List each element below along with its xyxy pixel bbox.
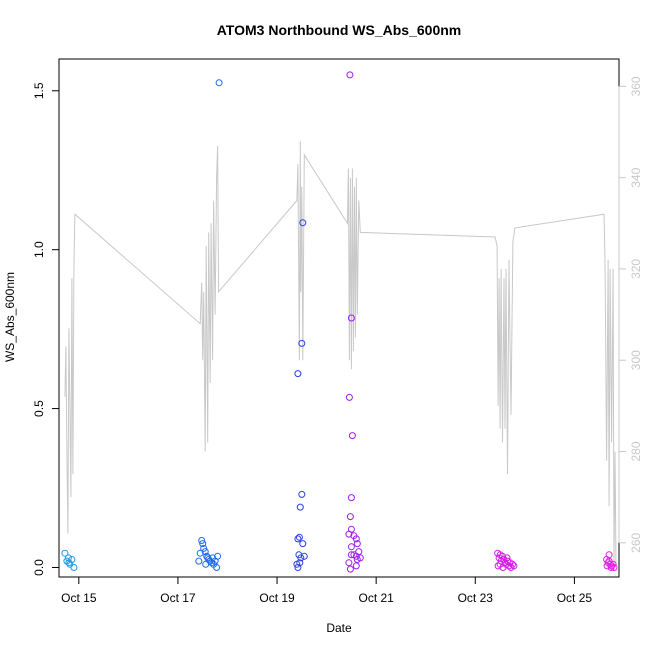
x-axis-label: Date (326, 621, 352, 635)
y-tick-label: 1.5 (32, 82, 46, 99)
data-point-87 (605, 557, 613, 565)
x-tick-label: Oct 19 (259, 591, 295, 605)
x-tick-label: Oct 17 (160, 591, 196, 605)
data-point-25 (294, 370, 302, 378)
data-point-31 (294, 535, 302, 543)
data-point-39 (346, 71, 354, 79)
x-tick-label: Oct 23 (458, 591, 494, 605)
data-point-73 (510, 562, 518, 570)
series-line-1 (64, 141, 617, 566)
data-point-38 (293, 560, 301, 568)
data-point-5 (70, 564, 78, 571)
data-point-58 (346, 565, 354, 573)
y-right-tick-label: 360 (629, 76, 643, 96)
data-point-76 (494, 562, 502, 570)
data-point-57 (345, 559, 353, 567)
data-point-44 (346, 513, 354, 521)
data-point-8 (199, 540, 207, 548)
data-point-2 (64, 554, 72, 562)
x-axis: Oct 15 Oct 17 Oct 19 Oct 21 Oct 23 Oct 25 (61, 576, 593, 605)
data-point-79 (605, 551, 613, 559)
data-point-21 (214, 552, 222, 560)
point-layer (61, 71, 618, 573)
y-axis-label: WS_Abs_600nm (3, 272, 17, 362)
data-point-27 (299, 219, 307, 227)
data-point-43 (347, 494, 355, 502)
data-point-24 (215, 79, 223, 87)
x-tick-label: Oct 21 (358, 591, 394, 605)
y-right-tick-label: 280 (629, 441, 643, 461)
x-tick-label: Oct 25 (557, 591, 593, 605)
data-point-55 (353, 556, 361, 563)
data-point-37 (294, 564, 302, 571)
data-point-77 (503, 554, 511, 562)
data-point-42 (348, 432, 356, 440)
data-point-46 (345, 530, 353, 538)
y-tick-label: 0.0 (32, 559, 46, 576)
y-right-tick-label: 260 (629, 532, 643, 552)
data-point-23 (202, 560, 210, 568)
data-point-48 (352, 535, 360, 543)
data-point-0 (61, 549, 69, 557)
data-point-86 (607, 564, 615, 571)
data-point-26 (298, 339, 306, 347)
y-right-tick-label: 320 (629, 259, 643, 279)
data-point-34 (297, 554, 305, 562)
y-right-tick-label: 340 (629, 167, 643, 187)
data-point-40 (347, 314, 355, 322)
data-point-22 (195, 557, 203, 565)
chart-title: ATOM3 Northbound WS_Abs_600nm (217, 22, 462, 38)
data-point-30 (295, 533, 303, 541)
y-axis-left: 0.0 0.5 1.0 1.5 (32, 82, 60, 576)
data-point-11 (201, 548, 209, 556)
data-point-72 (509, 560, 516, 568)
data-point-29 (296, 503, 304, 511)
data-point-28 (298, 490, 306, 498)
data-point-64 (499, 552, 506, 560)
data-point-20 (213, 564, 221, 571)
data-point-7 (198, 537, 206, 544)
data-point-84 (610, 564, 618, 571)
data-point-59 (352, 562, 360, 570)
data-point-6 (65, 559, 73, 567)
data-point-53 (355, 548, 363, 556)
line-layer (64, 141, 617, 566)
data-point-35 (300, 552, 308, 560)
data-point-56 (347, 551, 355, 559)
y-tick-label: 1.0 (32, 241, 46, 258)
y-axis-right: 260 280 300 320 340 360 (618, 76, 643, 553)
data-point-10 (196, 549, 204, 557)
data-point-49 (353, 540, 361, 548)
data-point-32 (299, 540, 307, 548)
y-tick-label: 0.5 (32, 400, 46, 417)
x-tick-label: Oct 15 (61, 591, 97, 605)
data-point-50 (347, 543, 355, 551)
plot-frame (58, 58, 620, 578)
data-point-75 (499, 564, 507, 571)
y-right-tick-label: 300 (629, 350, 643, 370)
data-point-41 (345, 393, 353, 401)
data-point-9 (200, 544, 208, 552)
